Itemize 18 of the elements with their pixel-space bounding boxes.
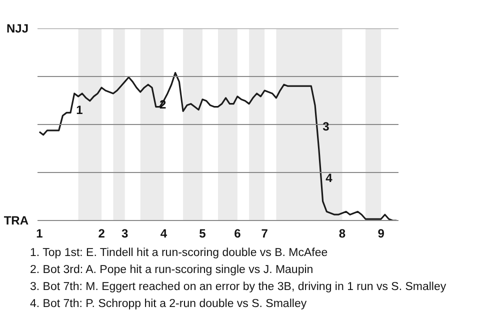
x-tick-label: 6 bbox=[234, 226, 242, 240]
x-tick-label: 2 bbox=[98, 226, 106, 240]
x-tick-label: 9 bbox=[378, 226, 385, 240]
x-tick-label: 1 bbox=[36, 226, 44, 240]
x-tick-label: 3 bbox=[122, 226, 128, 240]
annotation: 4 bbox=[326, 171, 333, 186]
text: TRA bbox=[4, 214, 29, 228]
x-tick-label: 8 bbox=[338, 226, 346, 240]
text: 3. Bot 7th: M. Eggert reached on an error by the 3B, driving in 1 run vs S. Smalley bbox=[30, 280, 446, 295]
x-tick-label: 7 bbox=[261, 226, 268, 240]
annotation: 3 bbox=[322, 119, 330, 134]
text: NJJ bbox=[6, 22, 28, 36]
text: 2. Bot 3rd: A. Pope hit a run-scoring single vs J. Maupin bbox=[30, 263, 314, 278]
text: 1. Top 1st: E. Tindell hit a run-scoring double vs B. McAfee bbox=[30, 246, 329, 261]
text: 4. Bot 7th: P. Schropp hit a 2-run double vs S. Smalley bbox=[30, 297, 308, 312]
x-tick-label: 4 bbox=[160, 226, 168, 240]
x-tick-label: 5 bbox=[199, 226, 206, 240]
annotation: 1 bbox=[76, 103, 84, 118]
